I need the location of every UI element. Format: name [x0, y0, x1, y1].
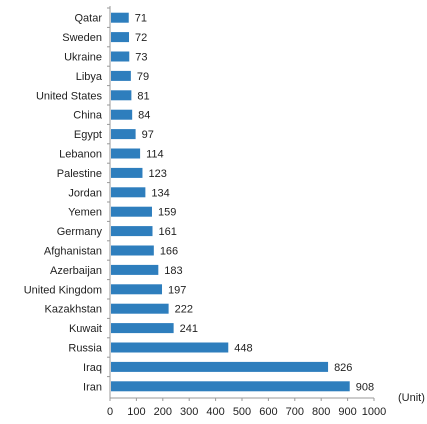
x-tick-label: 0: [107, 406, 113, 418]
unit-label: (Unit): [398, 392, 425, 404]
bar-iran: [111, 381, 350, 392]
category-label: Russia: [68, 343, 103, 355]
bar-germany: [111, 226, 153, 237]
category-label: United States: [36, 90, 103, 102]
category-label: Lebanon: [59, 149, 102, 161]
category-label: Jordan: [68, 187, 102, 199]
x-tick-label: 300: [180, 406, 198, 418]
bar-china: [111, 109, 133, 120]
value-label: 123: [148, 168, 166, 180]
value-label: 72: [135, 32, 147, 44]
x-tick-label: 1000: [362, 406, 386, 418]
x-tick-label: 900: [338, 406, 356, 418]
bar-yemen: [111, 206, 152, 217]
category-label: Yemen: [68, 207, 102, 219]
category-label: Afghanistan: [44, 246, 102, 258]
x-tick-label: 100: [127, 406, 145, 418]
bar-iraq: [111, 361, 329, 372]
category-label: Germany: [57, 226, 103, 238]
value-label: 97: [142, 129, 154, 141]
value-label: 73: [135, 52, 147, 64]
value-label: 197: [168, 284, 186, 296]
bar-ukraine: [111, 51, 130, 62]
bar-afghanistan: [111, 245, 154, 256]
value-label: 134: [151, 187, 169, 199]
x-tick-label: 500: [233, 406, 251, 418]
category-label: Sweden: [62, 32, 102, 44]
value-label: 114: [146, 149, 164, 161]
bar-palestine: [111, 167, 143, 178]
bar-kazakhstan: [111, 303, 169, 314]
value-label: 222: [175, 304, 193, 316]
category-label: Iran: [83, 381, 102, 393]
category-label: Qatar: [74, 13, 102, 25]
value-label: 161: [159, 226, 177, 238]
value-label: 84: [138, 110, 150, 122]
category-label: Kuwait: [69, 323, 102, 335]
x-tick-label: 400: [206, 406, 224, 418]
value-label: 71: [135, 13, 147, 25]
bar-azerbaijan: [111, 264, 159, 275]
category-label: Iraq: [83, 362, 102, 374]
bar-egypt: [111, 129, 136, 140]
x-tick-label: 700: [286, 406, 304, 418]
bar-jordan: [111, 187, 146, 198]
value-label: 448: [234, 343, 252, 355]
value-label: 241: [180, 323, 198, 335]
x-tick-label: 600: [259, 406, 277, 418]
bar-united-kingdom: [111, 284, 163, 295]
bar-libya: [111, 70, 131, 81]
bar-russia: [111, 342, 229, 353]
x-axis-ticks: 0 100 200 300 400 500 600 700 800 900 1000: [107, 7, 386, 418]
bar-lebanon: [111, 148, 141, 159]
category-label: Egypt: [74, 129, 102, 141]
category-label: Libya: [76, 71, 103, 83]
bar-united-states: [111, 90, 132, 101]
value-label: 908: [356, 381, 374, 393]
bar-kuwait: [111, 323, 174, 334]
value-labels: 71 72 73 79 81 84 97 114 123 134 159 161 166 183 197 22…: [135, 13, 374, 394]
category-label: United Kingdom: [24, 284, 102, 296]
bar-qatar: [111, 12, 129, 23]
value-label: 183: [164, 265, 182, 277]
value-label: 166: [160, 246, 178, 258]
category-label: China: [73, 110, 103, 122]
x-tick-label: 800: [312, 406, 330, 418]
bar-sweden: [111, 32, 130, 43]
value-label: 81: [137, 90, 149, 102]
category-label: Azerbaijan: [50, 265, 102, 277]
category-label: Ukraine: [64, 52, 102, 64]
category-labels: Qatar Sweden Ukraine Libya United States Chin…: [24, 13, 103, 394]
value-label: 826: [334, 362, 352, 374]
category-label: Palestine: [57, 168, 102, 180]
value-label: 159: [158, 207, 176, 219]
value-label: 79: [137, 71, 149, 83]
x-tick-label: 200: [154, 406, 172, 418]
category-label: Kazakhstan: [45, 304, 102, 316]
bars-group: [111, 12, 350, 392]
